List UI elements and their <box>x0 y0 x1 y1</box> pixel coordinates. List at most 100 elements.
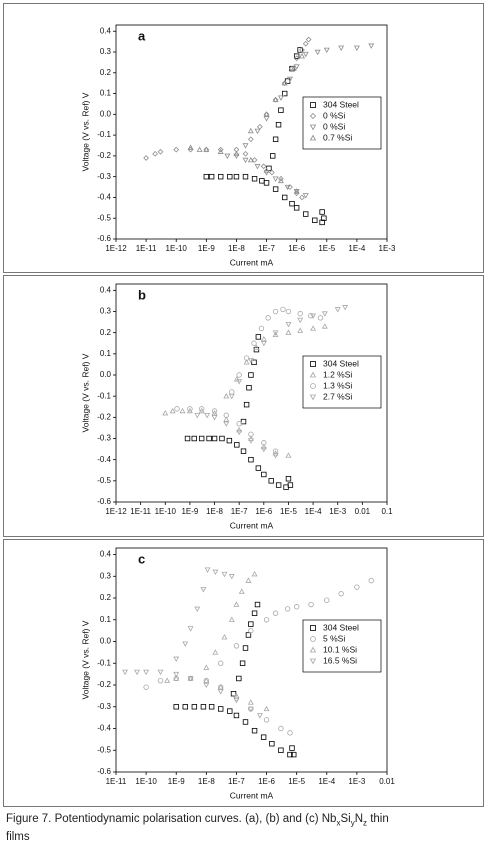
data-point <box>302 51 309 58</box>
data-point <box>179 407 186 414</box>
y-tick-label: 0.4 <box>100 285 112 294</box>
data-point <box>272 330 279 336</box>
data-point <box>289 200 295 207</box>
x-tick-label: 1E-11 <box>136 244 157 253</box>
data-point <box>254 164 261 170</box>
data-point <box>272 136 279 142</box>
data-point <box>173 704 179 710</box>
data-point <box>302 40 309 47</box>
data-point <box>321 323 328 329</box>
data-point <box>242 173 249 180</box>
data-point <box>281 80 288 87</box>
y-tick-label: -0.6 <box>97 767 111 776</box>
data-point <box>277 95 284 101</box>
data-point <box>285 329 292 335</box>
data-point <box>248 621 254 627</box>
data-point <box>228 393 235 400</box>
data-point <box>204 567 211 573</box>
data-point <box>255 334 262 340</box>
data-point <box>285 321 292 328</box>
data-point <box>206 435 212 442</box>
data-point <box>164 677 171 683</box>
data-point <box>247 357 254 364</box>
data-point <box>254 128 261 135</box>
data-point <box>233 643 240 649</box>
data-point <box>289 65 295 72</box>
legend-label: 304 Steel <box>323 622 359 632</box>
data-point <box>260 335 267 342</box>
data-point <box>217 660 224 666</box>
data-point <box>203 677 210 683</box>
data-point <box>194 412 201 419</box>
data-point <box>143 155 149 161</box>
y-tick-label: -0.5 <box>97 476 111 485</box>
chart: 0.40.30.20.10.0-0.1-0.2-0.3-0.4-0.5-0.61… <box>80 283 393 530</box>
data-point <box>261 440 267 446</box>
y-tick-label: 0.0 <box>100 370 112 379</box>
data-point <box>152 150 159 157</box>
data-point <box>245 577 252 583</box>
x-tick-label: 1E-5 <box>280 507 297 516</box>
data-point <box>308 601 314 608</box>
x-tick-label: 1E-11 <box>106 777 127 786</box>
data-point <box>173 146 180 153</box>
legend-label: 5 %Si <box>323 633 345 643</box>
legend-marker <box>309 112 317 120</box>
y-tick-label: -0.1 <box>97 130 111 139</box>
panel: 0.4 0.3 0.2 0.1 0.0 -0.1 -0.2 -0.3 -0.4 -0.5 -0.6 1… <box>3 539 484 807</box>
data-point <box>191 435 197 442</box>
data-point <box>204 412 211 419</box>
data-point <box>268 169 275 176</box>
x-axis-title: Current mA <box>230 520 274 530</box>
data-point <box>283 484 289 490</box>
data-point <box>227 173 233 180</box>
data-point <box>287 184 293 190</box>
data-point <box>263 116 270 122</box>
data-point <box>243 401 250 408</box>
data-point <box>278 725 284 732</box>
legend-marker <box>310 361 316 367</box>
data-point <box>289 745 295 751</box>
data-point <box>234 442 240 448</box>
data-point <box>260 734 267 740</box>
x-tick-label: 1E-10 <box>135 777 157 786</box>
y-tick-label: 0.4 <box>100 26 112 35</box>
data-point <box>310 325 317 331</box>
x-tick-label: 1E-4 <box>348 244 365 253</box>
y-axis-title: Voltage (V vs. Ref) V <box>80 620 90 699</box>
data-point <box>263 111 270 117</box>
legend-label: 16.5 %Si <box>323 655 357 665</box>
data-point <box>255 465 262 471</box>
data-point <box>233 692 240 699</box>
x-tick-label: 1E-6 <box>255 507 272 516</box>
data-series <box>143 36 312 201</box>
panel-label: c <box>138 551 145 566</box>
data-point <box>217 684 224 690</box>
data-point <box>323 47 330 54</box>
data-point <box>203 173 210 180</box>
data-point <box>242 150 249 157</box>
data-point <box>238 588 245 594</box>
data-point <box>236 675 242 682</box>
data-point <box>223 412 229 418</box>
data-point <box>162 409 169 416</box>
data-point <box>280 306 286 313</box>
data-point <box>263 617 270 623</box>
data-point <box>285 308 292 315</box>
data-point <box>236 429 243 436</box>
data-point <box>321 311 328 317</box>
caption-subscript: y <box>350 818 355 828</box>
x-tick-label: 1E-9 <box>198 244 215 253</box>
data-point <box>219 435 225 442</box>
data-point <box>247 127 254 134</box>
data-point <box>236 379 243 385</box>
data-point <box>272 176 279 182</box>
chart: 0.40.30.20.10.0-0.1-0.2-0.3-0.4-0.5-0.61… <box>80 24 396 267</box>
x-tick-label: 1E-10 <box>155 507 177 516</box>
data-point <box>287 76 293 83</box>
legend-label: 1.3 %Si <box>323 380 352 390</box>
data-point <box>278 747 284 753</box>
data-point <box>260 163 267 170</box>
data-series <box>173 601 297 758</box>
x-axis-title: Current mA <box>230 257 274 267</box>
